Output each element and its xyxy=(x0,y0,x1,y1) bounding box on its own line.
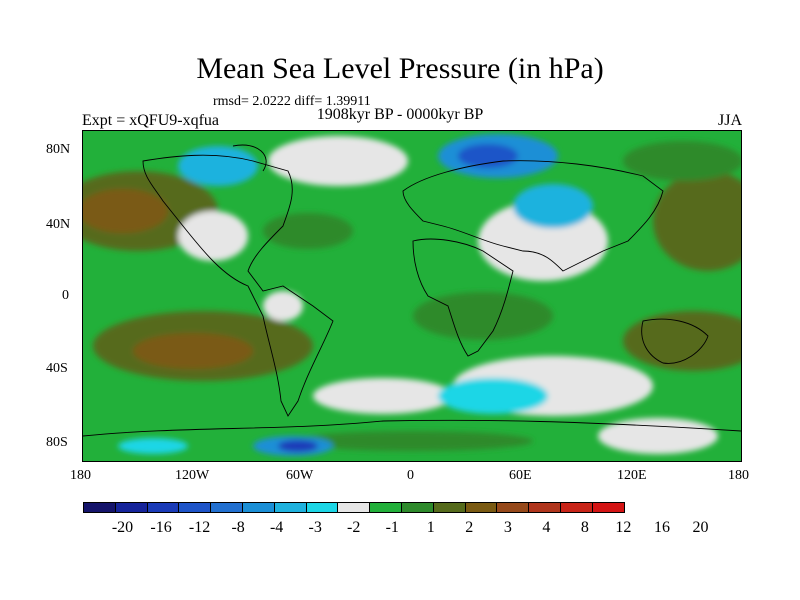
north-atlantic-ridge xyxy=(263,213,353,249)
chart-title: Mean Sea Level Pressure (in hPa) xyxy=(196,52,604,85)
south-atlantic-high xyxy=(413,292,553,340)
colorbar-swatch xyxy=(496,502,530,513)
nw-pacific-high xyxy=(653,171,741,271)
antarctic-neutral xyxy=(598,418,718,454)
stats-text: rmsd= 2.0222 diff= 1.39911 xyxy=(213,94,371,109)
colorbar-swatch xyxy=(273,502,307,513)
colorbar-swatch xyxy=(369,502,402,513)
colorbar xyxy=(83,502,625,513)
lat-label: 80S xyxy=(46,435,68,450)
period-text: 1908kyr BP - 0000kyr BP xyxy=(316,106,484,123)
colorbar-swatch xyxy=(432,502,466,513)
arctic-ridge xyxy=(623,141,741,181)
colorbar-label: 20 xyxy=(692,519,709,536)
africa-coast xyxy=(412,238,514,357)
colorbar-swatch xyxy=(528,502,561,513)
colorbar-label: -20 xyxy=(111,519,134,536)
colorbar-swatch xyxy=(400,502,434,513)
colorbar-label: 1 xyxy=(426,519,435,536)
colorbar-label: 2 xyxy=(465,519,474,536)
lon-label: 60E xyxy=(509,468,532,483)
siberia-low-core xyxy=(458,144,518,168)
south-pacific-high-core xyxy=(133,333,253,369)
colorbar-label: -3 xyxy=(308,519,322,536)
eurasia-coast xyxy=(402,160,664,272)
colorbar-swatch xyxy=(146,502,180,513)
colorbar-label: -4 xyxy=(269,519,284,536)
lat-label: 80N xyxy=(46,142,71,157)
coastlines xyxy=(83,144,741,437)
colorbar-swatch xyxy=(210,502,243,513)
colorbar-swatch xyxy=(337,502,371,513)
n-america-neutral xyxy=(178,211,248,261)
colorbar-label: -2 xyxy=(347,519,361,536)
season-label: JJA xyxy=(717,112,742,129)
central-asia-low xyxy=(513,184,593,228)
colorbar-label: 12 xyxy=(615,519,632,536)
lon-label: 120E xyxy=(617,468,647,483)
canada-low xyxy=(178,146,258,186)
colorbar-swatch xyxy=(241,502,275,513)
antarctica-coast xyxy=(83,419,741,437)
south-atlantic-neutral xyxy=(313,378,453,414)
lat-label: 40S xyxy=(46,361,68,376)
colorbar-label: -8 xyxy=(231,519,245,536)
australia-coast xyxy=(641,318,709,364)
lon-label: 0 xyxy=(407,468,414,483)
colorbar-swatch xyxy=(305,502,339,513)
colorbar-label: -16 xyxy=(150,519,172,536)
experiment-label: Expt = xQFU9-xqfua xyxy=(82,112,220,129)
colorbar-label: 8 xyxy=(580,519,589,536)
americas-coast xyxy=(142,154,334,417)
colorbar-label: -12 xyxy=(188,519,211,536)
north-pacific-high-core xyxy=(83,189,168,233)
colorbar-label: -1 xyxy=(385,519,399,536)
lat-label: 40N xyxy=(46,217,71,232)
greenland-coast xyxy=(232,144,267,172)
amazon-neutral xyxy=(263,291,303,321)
southern-low xyxy=(438,378,548,414)
colorbar-swatch xyxy=(114,502,148,513)
colorbar-swatch xyxy=(591,502,625,513)
map-field xyxy=(83,131,741,461)
ross-low xyxy=(118,438,188,454)
colorbar-swatch xyxy=(464,502,498,513)
lon-label: 60W xyxy=(286,468,314,483)
colorbar-label: 16 xyxy=(653,519,670,536)
weddell-low-core xyxy=(278,440,318,452)
colorbar-swatch xyxy=(83,502,116,513)
pressure-map xyxy=(82,130,742,462)
colorbar-label: 4 xyxy=(542,519,551,536)
lat-label: 0 xyxy=(62,288,69,303)
antarctic-band xyxy=(293,431,533,451)
arctic-neutral xyxy=(268,136,408,186)
colorbar-label: 3 xyxy=(503,519,512,536)
lon-label: 180 xyxy=(70,468,91,483)
lon-label: 180 xyxy=(728,468,749,483)
lon-label: 120W xyxy=(175,468,210,483)
colorbar-swatch xyxy=(559,502,593,513)
colorbar-swatch xyxy=(178,502,212,513)
